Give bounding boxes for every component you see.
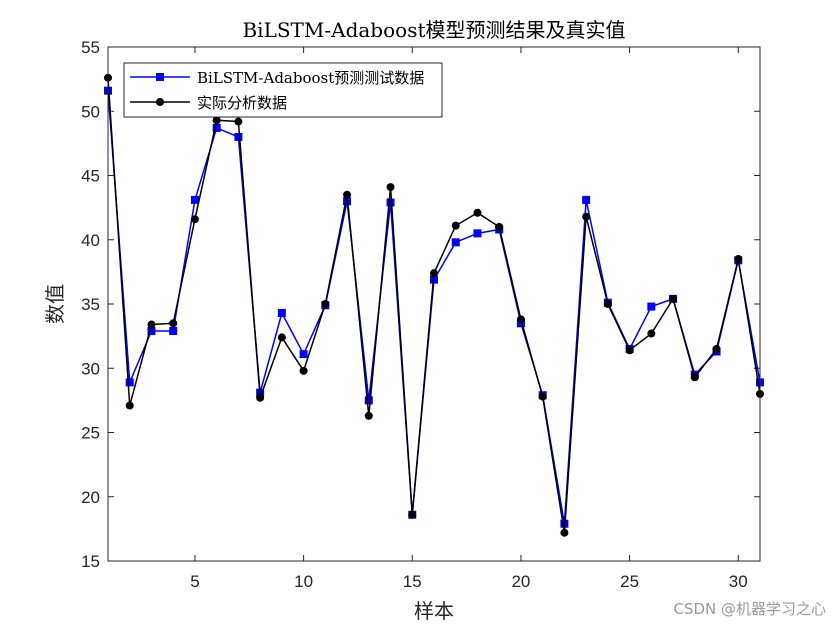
x-axis-label: 样本 [414, 599, 454, 623]
data-point [647, 329, 656, 338]
data-point [603, 300, 612, 308]
data-point [234, 132, 243, 141]
x-tick-label: 5 [190, 572, 199, 591]
y-axis-label: 数值 [43, 284, 67, 324]
data-point [212, 123, 221, 132]
data-point [516, 315, 525, 324]
legend-marker-actual [156, 98, 164, 106]
data-point [582, 195, 591, 204]
data-point [321, 300, 330, 308]
data-point [147, 326, 156, 335]
data-point [473, 208, 482, 217]
plot-area-background [108, 47, 760, 561]
data-point [169, 326, 178, 335]
data-point [582, 212, 591, 221]
data-point [430, 269, 438, 278]
x-tick-label: 20 [511, 572, 530, 591]
data-point [560, 528, 569, 537]
data-point [538, 392, 547, 401]
data-point [451, 221, 460, 230]
series-actual [104, 73, 764, 537]
data-point [451, 238, 460, 247]
y-tick-label: 35 [81, 295, 100, 314]
data-point [408, 510, 417, 519]
y-tick-label: 25 [81, 424, 100, 443]
legend-box [123, 62, 443, 118]
y-tick-label: 40 [81, 231, 100, 250]
legend: BiLSTM-Adaboost预测测试数据 实际分析数据 [123, 62, 443, 118]
data-point [386, 198, 395, 207]
y-tick-label: 55 [81, 38, 100, 57]
y-tick-label: 30 [81, 359, 100, 378]
data-point [147, 320, 156, 329]
data-point [495, 222, 504, 231]
data-point [386, 183, 395, 192]
plot-area-frame [107, 46, 761, 562]
data-point [125, 378, 134, 387]
data-point [277, 333, 286, 342]
data-point [256, 393, 265, 402]
watermark: CSDN @机器学习之心 [673, 600, 826, 618]
legend-label-actual: 实际分析数据 [197, 94, 287, 112]
x-tick-label: 30 [729, 572, 748, 591]
data-point [169, 319, 178, 328]
y-tick-label: 15 [81, 552, 100, 571]
x-tick-label: 25 [620, 572, 639, 591]
data-point [212, 116, 221, 125]
data-point [343, 190, 352, 199]
series-layer [104, 73, 764, 537]
data-point [299, 366, 308, 375]
data-point [234, 117, 243, 126]
data-point [734, 255, 743, 264]
data-point [647, 302, 656, 311]
data-point [277, 308, 286, 317]
y-tick-label: 20 [81, 488, 100, 507]
legend-label-predicted: BiLSTM-Adaboost预测测试数据 [197, 69, 424, 87]
data-point [299, 350, 308, 359]
x-tick-label: 10 [294, 572, 313, 591]
data-point [190, 195, 199, 204]
legend-marker-predicted [156, 73, 164, 81]
data-point [473, 229, 482, 238]
x-tick-label: 15 [403, 572, 422, 591]
data-point [669, 294, 678, 303]
data-point [190, 215, 199, 224]
axis-ticks: 5 10 15 20 25 30 15 20 25 30 35 40 45 50 55 [81, 38, 760, 591]
data-point [364, 411, 373, 420]
data-point [625, 346, 634, 355]
data-point [712, 344, 721, 353]
chart-title: BiLSTM-Adaboost模型预测结果及真实值 [242, 18, 625, 42]
data-point [125, 401, 134, 410]
data-point [690, 373, 699, 382]
y-tick-label: 45 [81, 167, 100, 186]
data-point [364, 396, 373, 405]
y-tick-label: 50 [81, 102, 100, 121]
